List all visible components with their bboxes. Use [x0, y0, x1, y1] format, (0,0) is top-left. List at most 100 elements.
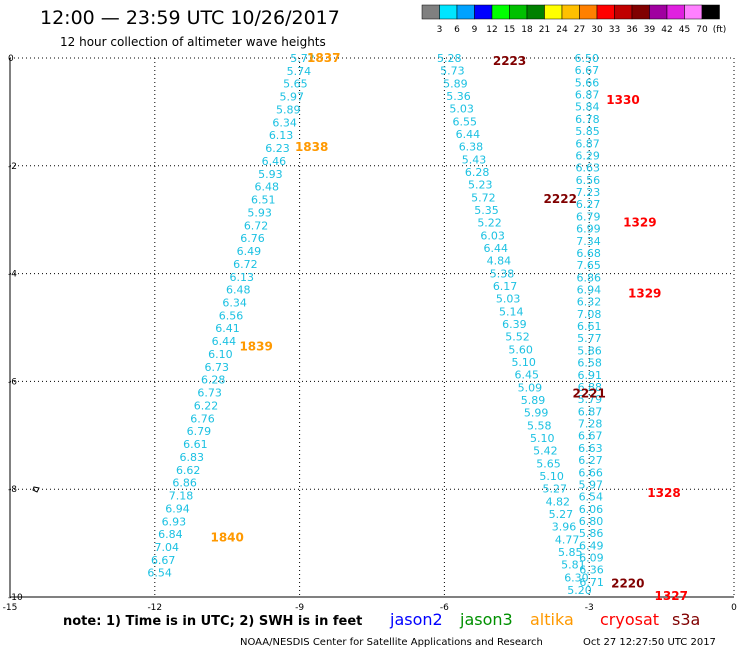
x-tick-label: -3	[585, 603, 594, 613]
satellite-label: cryosat	[600, 610, 659, 629]
swh-value: 6.49	[237, 245, 262, 258]
legend-swatch	[631, 4, 650, 20]
swh-value: 5.35	[474, 204, 499, 217]
legend-swatch	[579, 4, 598, 20]
swh-value: 5.84	[575, 101, 600, 114]
legend-swatch	[544, 4, 563, 20]
y-tick-label: 0	[8, 54, 14, 64]
swh-value: 6.84	[158, 528, 183, 541]
swh-value: 5.97	[578, 478, 603, 491]
swh-value: 5.73	[440, 65, 465, 78]
swh-value: 6.44	[484, 242, 509, 255]
swh-value: 6.17	[493, 280, 518, 293]
x-tick-label: 0	[731, 603, 737, 613]
pass-label: 1329	[623, 215, 656, 229]
x-tick-label: -6	[440, 603, 449, 613]
legend-label: 33	[609, 25, 620, 35]
legend-swatch	[526, 4, 545, 20]
swh-value: 6.49	[579, 539, 604, 552]
x-tick-label: -12	[147, 603, 162, 613]
legend-swatch	[614, 4, 633, 20]
swh-value: 5.10	[530, 432, 555, 445]
swh-value: 6.27	[576, 198, 601, 211]
x-tick-label: -15	[3, 603, 18, 613]
pass-label: 1327	[655, 589, 688, 603]
swh-value: 7.04	[155, 541, 180, 554]
swh-value: 5.89	[276, 103, 301, 116]
pass-label: 1840	[210, 531, 243, 545]
pass-label: 2220	[611, 577, 644, 591]
swh-value: 6.94	[165, 502, 190, 515]
legend-label: 15	[504, 25, 515, 35]
swh-value: 7.18	[169, 490, 194, 503]
swh-value: 6.87	[575, 137, 600, 150]
legend-label: (ft)	[713, 25, 727, 35]
swh-value: 4.77	[555, 533, 580, 546]
swh-value: 5.22	[477, 217, 502, 230]
swh-value: 5.72	[471, 191, 496, 204]
swh-value: 6.28	[201, 374, 226, 387]
legend-swatch	[666, 4, 685, 20]
legend-label: 39	[644, 25, 656, 35]
satellite-legend: jason2 jason3 altika cryosat s3a	[389, 610, 700, 629]
swh-value: 6.28	[465, 166, 490, 179]
swh-value: 6.13	[269, 129, 294, 142]
pass-label: 1837	[307, 51, 340, 65]
legend-label: 3	[437, 25, 443, 35]
plot-area: -15 -12 -9 -6 -3 00-2-4-6-8-105.725.745.655.9…	[3, 51, 737, 613]
swh-value: 6.29	[575, 149, 600, 162]
swh-value: 5.85	[558, 546, 583, 559]
swh-value: 6.54	[147, 567, 172, 580]
swh-value: 6.86	[577, 271, 602, 284]
pass-label: 2223	[493, 54, 526, 68]
legend-swatch	[684, 4, 703, 20]
swh-value: 5.93	[258, 168, 283, 181]
swh-value: 5.43	[462, 153, 487, 166]
legend-swatch	[474, 4, 493, 20]
swh-value: 6.51	[251, 194, 276, 207]
swh-value: 6.61	[577, 320, 602, 333]
swh-value: 6.23	[265, 142, 290, 155]
swh-value: 6.71	[579, 576, 604, 589]
legend-label: 9	[472, 25, 478, 35]
swh-value: 5.66	[575, 76, 600, 89]
swh-value: 5.03	[449, 103, 474, 116]
swh-value: 6.93	[162, 515, 187, 528]
swh-value: 6.09	[579, 552, 604, 565]
legend-swatch	[509, 4, 528, 20]
swh-value: 6.45	[515, 369, 540, 382]
swh-value: 6.48	[226, 284, 251, 297]
swh-value: 6.34	[222, 297, 247, 310]
legend-swatch	[439, 4, 458, 20]
y-tick-label: -6	[8, 377, 17, 387]
swh-value: 5.28	[437, 52, 462, 65]
swh-value: 6.22	[194, 399, 219, 412]
swh-value: 5.52	[505, 331, 530, 344]
swh-value: 5.36	[446, 90, 471, 103]
legend-label: 30	[591, 25, 603, 35]
swh-value: 6.62	[176, 464, 201, 477]
color-legend: 3 6 9 12 15 18 21 24 27 30 33 36 39 42 45 70 (ft)	[421, 4, 727, 35]
swh-value: 6.54	[579, 491, 604, 504]
swh-value: 6.34	[272, 116, 297, 129]
swh-value: 6.73	[197, 387, 222, 400]
swh-value: 6.67	[575, 64, 600, 77]
swh-value: 6.67	[151, 554, 176, 567]
swh-value: 6.66	[578, 466, 603, 479]
swh-value: 6.73	[205, 361, 230, 374]
legend-swatch	[596, 4, 615, 20]
swh-value: 5.89	[443, 77, 468, 90]
legend-label: 27	[574, 25, 585, 35]
swh-value: 3.96	[552, 521, 577, 534]
swh-value: 6.79	[187, 425, 212, 438]
swh-value: 6.88	[578, 381, 603, 394]
swh-value: 7.34	[576, 235, 601, 248]
x-tick-label: -9	[295, 603, 304, 613]
swh-value: 6.83	[180, 451, 205, 464]
timestamp-text: Oct 27 12:27:50 UTC 2017	[583, 637, 716, 648]
swh-value: 7.23	[576, 186, 601, 199]
swh-value: 7.28	[578, 418, 603, 431]
swh-value: 5.65	[536, 457, 561, 470]
